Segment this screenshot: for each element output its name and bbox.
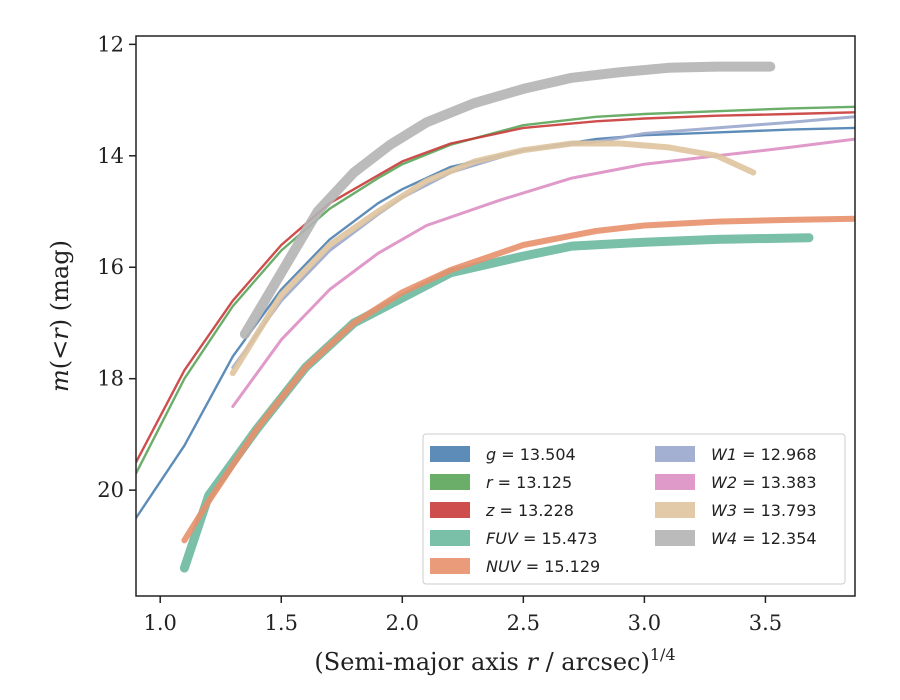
legend-swatch-nuv <box>430 558 470 574</box>
legend-label-fuv: FUV = 15.473 <box>486 529 597 548</box>
y-tick-label: 20 <box>97 478 124 502</box>
legend-swatch-w2 <box>655 474 695 490</box>
series-line-nuv <box>181 215 855 544</box>
y-axis: 12 14 16 18 20 <box>97 32 136 502</box>
y-axis-label: m(<r) (mag) <box>46 240 74 392</box>
legend-label-g: g = 13.504 <box>486 445 576 464</box>
y-tick-label: 12 <box>97 32 124 56</box>
x-tick-label: 2.0 <box>386 611 419 635</box>
x-axis-label: (Semi-major axis r / arcsec)1/4 <box>314 645 675 676</box>
legend-label-nuv: NUV = 15.129 <box>486 557 600 576</box>
legend-swatch-w1 <box>655 446 695 462</box>
plot-frame <box>135 35 856 597</box>
legend-label-w1: W1 = 12.968 <box>711 445 817 464</box>
series-line-z <box>136 111 855 464</box>
x-tick-label: 1.5 <box>265 611 298 635</box>
series-line-w2 <box>231 137 855 408</box>
legend-label-w2: W2 = 13.383 <box>711 473 817 492</box>
legend-box <box>422 433 846 585</box>
legend-swatch-r <box>430 474 470 490</box>
y-tick-label: 18 <box>97 367 124 391</box>
legend-swatch-w4 <box>655 530 695 546</box>
y-tick-label: 16 <box>97 255 124 279</box>
x-tick-label: 2.5 <box>507 611 540 635</box>
legend-swatch-w3 <box>655 502 695 518</box>
legend-label-w3: W3 = 13.793 <box>711 501 817 520</box>
x-tick-label: 1.0 <box>144 611 177 635</box>
legend-swatch-z <box>430 502 470 518</box>
x-tick-label: 3.5 <box>749 611 782 635</box>
legend: g = 13.504 r = 13.125 z = 13.228 FUV = 15.4… <box>422 433 846 585</box>
series-line-r <box>136 105 855 475</box>
series-layer <box>136 61 855 573</box>
x-axis: 1.0 1.5 2.0 2.5 3.0 3.5 <box>144 596 782 635</box>
series-line-w3 <box>229 140 757 377</box>
y-tick-label: 14 <box>97 144 124 168</box>
x-tick-label: 3.0 <box>628 611 661 635</box>
legend-swatch-fuv <box>430 530 470 546</box>
legend-label-w4: W4 = 12.354 <box>711 529 817 548</box>
legend-label-z: z = 13.228 <box>485 501 574 520</box>
series-line-w4 <box>239 61 776 340</box>
legend-swatch-g <box>430 446 470 462</box>
legend-label-r: r = 13.125 <box>486 473 572 492</box>
